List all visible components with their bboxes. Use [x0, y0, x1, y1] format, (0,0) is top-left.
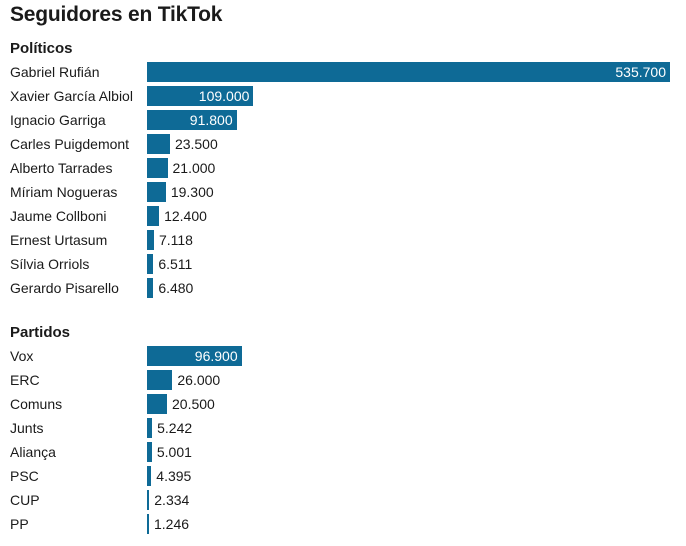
category-label: PP — [10, 512, 29, 536]
value-label: 535.700 — [615, 60, 666, 84]
bar — [147, 206, 159, 226]
bar — [147, 158, 168, 178]
bar — [147, 370, 172, 390]
value-label: 26.000 — [177, 368, 220, 392]
bar — [147, 490, 149, 510]
bar-row-alberto-tarrades: Alberto Tarrades 21.000 — [0, 156, 686, 180]
category-label: Ignacio Garriga — [10, 108, 106, 132]
bar — [147, 278, 153, 298]
value-label: 21.000 — [173, 156, 216, 180]
value-label: 19.300 — [171, 180, 214, 204]
bar-row-alianca: Aliança 5.001 — [0, 440, 686, 464]
value-label: 20.500 — [172, 392, 215, 416]
bar-row-miriam-nogueras: Míriam Nogueras 19.300 — [0, 180, 686, 204]
category-label: Aliança — [10, 440, 56, 464]
bar — [147, 182, 166, 202]
bar — [147, 514, 149, 534]
category-label: Junts — [10, 416, 43, 440]
bar-row-carles-puigdemont: Carles Puigdemont 23.500 — [0, 132, 686, 156]
bar-row-pp: PP 1.246 — [0, 512, 686, 536]
category-label: Vox — [10, 344, 33, 368]
bar — [147, 466, 151, 486]
category-label: Sílvia Orriols — [10, 252, 89, 276]
value-label: 5.242 — [157, 416, 192, 440]
category-label: CUP — [10, 488, 40, 512]
value-label: 4.395 — [156, 464, 191, 488]
bar — [147, 134, 170, 154]
bar-row-gabriel-rufian: Gabriel Rufián 535.700 — [0, 60, 686, 84]
category-label: Míriam Nogueras — [10, 180, 117, 204]
bar-row-ignacio-garriga: Ignacio Garriga 91.800 — [0, 108, 686, 132]
category-label: Comuns — [10, 392, 62, 416]
category-label: PSC — [10, 464, 39, 488]
bar-row-cup: CUP 2.334 — [0, 488, 686, 512]
category-label: Xavier García Albiol — [10, 84, 133, 108]
value-label: 6.480 — [158, 276, 193, 300]
value-label: 91.800 — [190, 108, 233, 132]
bar — [147, 62, 670, 82]
bar — [147, 442, 152, 462]
bar-row-xavier-garcia-albiol: Xavier García Albiol 109.000 — [0, 84, 686, 108]
bar — [147, 418, 152, 438]
value-label: 96.900 — [195, 344, 238, 368]
bar — [147, 394, 167, 414]
value-label: 109.000 — [199, 84, 250, 108]
value-label: 5.001 — [157, 440, 192, 464]
bar-row-junts: Junts 5.242 — [0, 416, 686, 440]
bar-row-silvia-orriols: Sílvia Orriols 6.511 — [0, 252, 686, 276]
value-label: 6.511 — [158, 252, 192, 276]
value-label: 12.400 — [164, 204, 207, 228]
category-label: ERC — [10, 368, 40, 392]
category-label: Alberto Tarrades — [10, 156, 112, 180]
bar-row-ernest-urtasum: Ernest Urtasum 7.118 — [0, 228, 686, 252]
chart-title: Seguidores en TikTok — [10, 3, 222, 27]
bar-row-gerardo-pisarello: Gerardo Pisarello 6.480 — [0, 276, 686, 300]
bar-row-psc: PSC 4.395 — [0, 464, 686, 488]
bar-row-erc: ERC 26.000 — [0, 368, 686, 392]
category-label: Gerardo Pisarello — [10, 276, 119, 300]
value-label: 1.246 — [154, 512, 189, 536]
bar-row-comuns: Comuns 20.500 — [0, 392, 686, 416]
category-label: Gabriel Rufián — [10, 60, 100, 84]
value-label: 7.118 — [159, 228, 193, 252]
bar — [147, 254, 153, 274]
category-label: Jaume Collboni — [10, 204, 107, 228]
section-title-politicos: Políticos — [10, 40, 73, 57]
bar — [147, 230, 154, 250]
value-label: 2.334 — [154, 488, 189, 512]
bar-row-jaume-collboni: Jaume Collboni 12.400 — [0, 204, 686, 228]
value-label: 23.500 — [175, 132, 218, 156]
category-label: Carles Puigdemont — [10, 132, 129, 156]
bar-row-vox: Vox 96.900 — [0, 344, 686, 368]
section-title-partidos: Partidos — [10, 324, 70, 341]
category-label: Ernest Urtasum — [10, 228, 107, 252]
